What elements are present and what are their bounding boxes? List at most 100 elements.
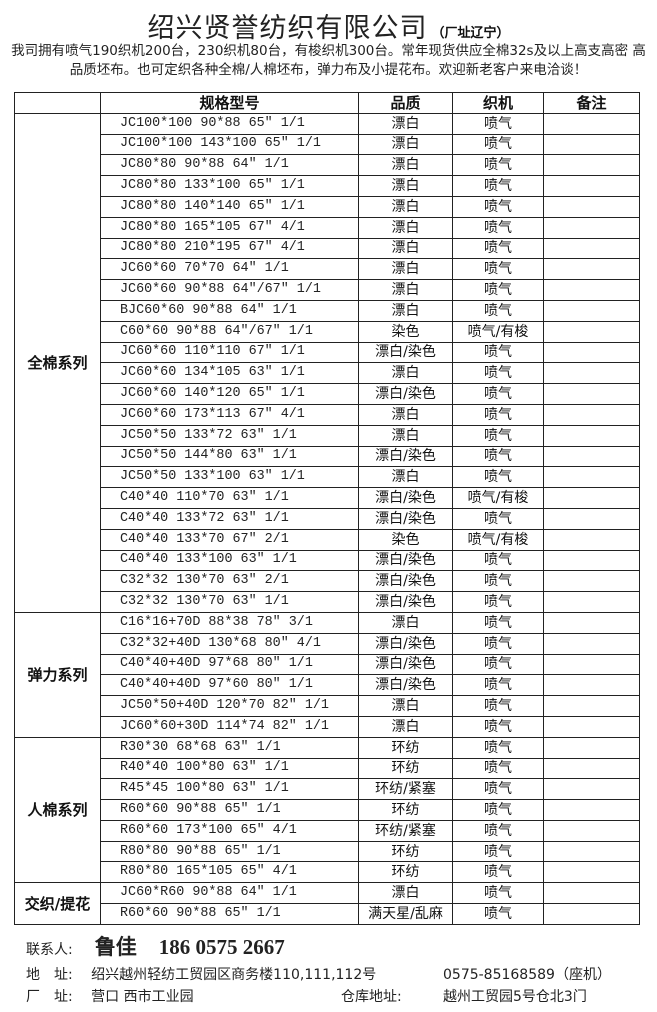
note-cell [543, 175, 640, 197]
quality-cell: 漂白 [358, 195, 453, 218]
quality-cell: 漂白/染色 [358, 632, 453, 655]
note-cell [543, 799, 640, 821]
note-cell [543, 549, 640, 572]
spec-cell: JC80*80 210*195 67″ 4/1 [100, 237, 359, 260]
table-row: JC50*50 133*72 63″ 1/1 漂白 喷气 [15, 424, 640, 447]
contact-label: 联系人: [26, 942, 73, 958]
table-row: JC80*80 90*88 64″ 1/1 漂白 喷气 [15, 154, 640, 177]
table-row: JC80*80 210*195 67″ 4/1 漂白 喷气 [15, 237, 640, 260]
loom-cell: 喷气 [452, 258, 544, 281]
spec-cell: R30*30 68*68 63″ 1/1 [100, 736, 359, 759]
contact-name: 鲁佳 [94, 935, 137, 959]
quality-cell: 漂白 [358, 258, 453, 281]
spec-cell: JC60*60 110*110 67″ 1/1 [100, 341, 359, 364]
spec-cell: C40*40 133*72 63″ 1/1 [100, 507, 359, 530]
table-row: C40*40+40D 97*60 80″ 1/1 漂白/染色 喷气 [15, 674, 640, 697]
loom-cell: 喷气 [452, 653, 544, 676]
loom-cell: 喷气 [452, 383, 544, 405]
loom-cell: 喷气 [452, 861, 544, 884]
loom-cell: 喷气 [452, 237, 544, 260]
table-row: BJC60*60 90*88 64″ 1/1 漂白 喷气 [15, 299, 640, 322]
note-cell [543, 237, 640, 260]
factory-label: 厂 址: [26, 989, 73, 1005]
spec-cell: JC80*80 90*88 64″ 1/1 [100, 154, 359, 177]
note-cell [543, 133, 640, 156]
factory-location: （厂址辽宁） [431, 26, 510, 41]
spec-cell: R40*40 100*80 63″ 1/1 [100, 757, 359, 780]
quality-cell: 漂白 [358, 133, 453, 156]
address: 绍兴越州轻纺工贸园区商务楼110,111,112号 [91, 967, 377, 983]
spec-cell: JC60*60 140*120 65″ 1/1 [100, 383, 359, 405]
note-cell [543, 362, 640, 385]
quality-cell: 漂白/染色 [358, 507, 453, 530]
loom-cell: 喷气 [452, 403, 544, 426]
spec-cell: JC60*60+30D 114*74 82″ 1/1 [100, 715, 359, 738]
note-cell [543, 757, 640, 780]
quality-cell: 漂白/染色 [358, 487, 453, 509]
loom-cell: 喷气 [452, 736, 544, 759]
quality-cell: 满天星/乱麻 [358, 903, 453, 925]
table-row: R45*45 100*80 63″ 1/1 环纺/紧塞 喷气 [15, 778, 640, 801]
quality-cell: 漂白/染色 [358, 383, 453, 405]
note-cell [543, 258, 640, 281]
note-cell [543, 882, 640, 905]
note-cell [543, 674, 640, 697]
note-cell [543, 611, 640, 634]
table-row: 交织/提花 JC60*R60 90*88 64″ 1/1 漂白 喷气 [14, 882, 640, 925]
spec-cell: BJC60*60 90*88 64″ 1/1 [100, 299, 359, 322]
spec-cell: C60*60 90*88 64″/67″ 1/1 [100, 320, 359, 343]
table-body: 全棉系列 JC100*100 90*88 65″ 1/1 漂白 喷气 JC100*100… [14, 112, 640, 925]
spec-cell: R80*80 165*105 65″ 4/1 [100, 861, 359, 884]
loom-cell: 喷气 [452, 549, 544, 572]
table-row: JC80*80 133*100 65″ 1/1 漂白 喷气 [15, 175, 640, 197]
column-header-quality: 品质 [358, 92, 453, 114]
table-row: R60*60 90*88 65″ 1/1 环纺 喷气 [15, 799, 640, 821]
loom-cell: 喷气 [452, 424, 544, 447]
spec-cell: C32*32+40D 130*68 80″ 4/1 [100, 632, 359, 655]
note-cell [543, 424, 640, 447]
contact-phone: 186 0575 2667 [158, 935, 285, 959]
spec-cell: JC100*100 90*88 65″ 1/1 [100, 112, 359, 135]
spec-cell: C40*40 133*70 67″ 2/1 [100, 528, 359, 551]
quality-cell: 漂白 [358, 882, 453, 905]
spec-cell: JC50*50 133*72 63″ 1/1 [100, 424, 359, 447]
column-header-category [14, 92, 101, 114]
quality-cell: 漂白 [358, 466, 453, 489]
note-cell [543, 591, 640, 613]
table-row: C60*60 90*88 64″/67″ 1/1 染色 喷气/有梭 [15, 320, 640, 343]
table-row: JC60*60 134*105 63″ 1/1 漂白 喷气 [15, 362, 640, 385]
spec-cell: C40*40 133*100 63″ 1/1 [100, 549, 359, 572]
spec-cell: JC80*80 165*105 67″ 4/1 [100, 216, 359, 239]
loom-cell: 喷气 [452, 819, 544, 842]
quality-cell: 漂白/染色 [358, 445, 453, 468]
table-row: C40*40 133*72 63″ 1/1 漂白/染色 喷气 [15, 507, 640, 530]
quality-cell: 环纺 [358, 736, 453, 759]
spec-cell: JC50*50 133*100 63″ 1/1 [100, 466, 359, 489]
loom-cell: 喷气 [452, 778, 544, 801]
spec-cell: C40*40 110*70 63″ 1/1 [100, 487, 359, 509]
spec-cell: JC60*60 134*105 63″ 1/1 [100, 362, 359, 385]
quality-cell: 漂白/染色 [358, 674, 453, 697]
loom-cell: 喷气 [452, 279, 544, 301]
table-row: C32*32 130*70 63″ 1/1 漂白/染色 喷气 [15, 591, 640, 613]
loom-cell: 喷气 [452, 840, 544, 863]
table-row: JC60*60 90*88 64″/67″ 1/1 漂白 喷气 [15, 279, 640, 301]
spec-cell: JC60*60 90*88 64″/67″ 1/1 [100, 279, 359, 301]
note-cell [543, 819, 640, 842]
note-cell [543, 736, 640, 759]
loom-cell: 喷气 [452, 133, 544, 156]
table-row: R60*60 90*88 65″ 1/1 满天星/乱麻 喷气 [15, 903, 640, 925]
note-cell [543, 840, 640, 863]
quality-cell: 漂白/染色 [358, 591, 453, 613]
category-cell: 人棉系列 [14, 736, 101, 884]
loom-cell: 喷气 [452, 362, 544, 385]
quality-cell: 环纺 [358, 861, 453, 884]
column-header-spec: 规格型号 [100, 92, 359, 114]
quality-cell: 漂白 [358, 715, 453, 738]
loom-cell: 喷气 [452, 757, 544, 780]
spec-cell: JC50*50+40D 120*70 82″ 1/1 [100, 695, 359, 717]
loom-cell: 喷气 [452, 591, 544, 613]
quality-cell: 染色 [358, 320, 453, 343]
loom-cell: 喷气 [452, 674, 544, 697]
spec-cell: JC60*60 173*113 67″ 4/1 [100, 403, 359, 426]
